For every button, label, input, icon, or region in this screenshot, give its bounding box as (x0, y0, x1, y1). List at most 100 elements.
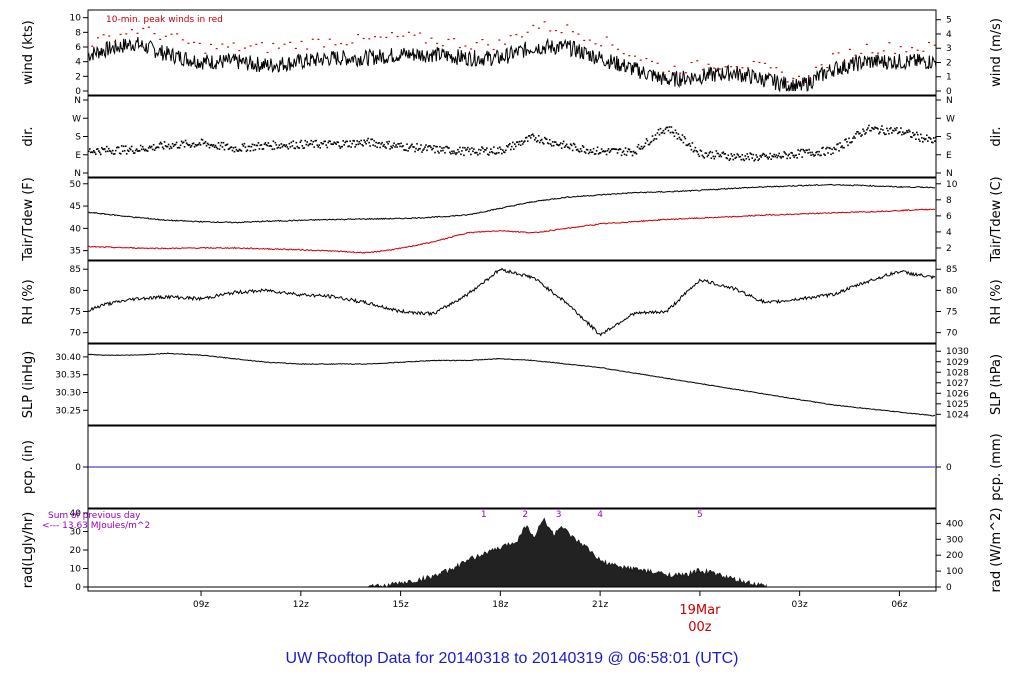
dir-point (161, 146, 164, 149)
dir-point (615, 148, 618, 151)
wind-peak-mark (583, 39, 586, 42)
dir-point (713, 157, 716, 160)
dir-point (791, 152, 793, 154)
dir-point (455, 153, 457, 156)
dir-point (605, 153, 608, 156)
dir-point (604, 150, 607, 153)
tick-label-right-dir: W (946, 114, 955, 124)
dir-point (204, 140, 207, 143)
dir-point (740, 158, 743, 161)
dir-point (616, 152, 619, 154)
dir-point (477, 153, 479, 156)
wind-peak-mark (260, 42, 263, 44)
dir-point (587, 152, 590, 155)
rad-area (367, 517, 767, 588)
dir-point (632, 150, 635, 153)
dir-point (894, 127, 896, 130)
wind-peak-mark (922, 50, 925, 52)
dir-point (823, 153, 825, 155)
dir-point (174, 143, 177, 146)
dir-point (540, 138, 543, 141)
dir-point (433, 145, 435, 147)
dir-point (531, 133, 534, 136)
dir-point (925, 138, 927, 140)
dir-point (672, 132, 675, 134)
dir-point (269, 144, 272, 147)
wind-peak-mark (775, 67, 778, 69)
dir-point (476, 151, 478, 154)
dir-point (341, 145, 344, 148)
dir-point (217, 142, 220, 144)
wind-peak-mark (667, 70, 670, 72)
tick-label-left-wind: 0 (75, 87, 81, 97)
dir-point (308, 143, 311, 146)
dir-point (89, 151, 92, 154)
dir-point (698, 155, 701, 158)
dir-point (825, 147, 827, 150)
dir-point (878, 132, 880, 135)
wind-peak-mark (747, 67, 750, 69)
dir-point (469, 148, 471, 150)
dir-point (749, 152, 752, 154)
dir-point (451, 150, 453, 153)
dir-point (496, 152, 498, 154)
tick-label-left-temp: 50 (70, 180, 82, 190)
wind-peak-mark (628, 55, 631, 57)
dir-point (618, 148, 621, 150)
wind-peak-mark (797, 75, 800, 77)
wind-peak-mark (96, 37, 99, 39)
wind-peak-mark (707, 63, 710, 65)
dir-point (884, 133, 886, 136)
dir-point (503, 151, 505, 153)
dir-point (237, 150, 240, 152)
wind-peak-mark (809, 78, 812, 80)
dir-point (441, 147, 443, 149)
dir-point (688, 142, 691, 145)
dir-point (680, 139, 683, 141)
dir-point (727, 154, 730, 157)
dir-point (913, 134, 915, 137)
tick-label-left-wind: 2 (75, 72, 81, 82)
dir-point (353, 140, 355, 142)
dir-point (519, 144, 522, 147)
dir-point (367, 137, 369, 140)
x-tick-label: 21z (592, 600, 608, 610)
dir-point (354, 146, 356, 148)
dir-point (88, 150, 90, 153)
dir-point (92, 150, 95, 152)
dir-point (210, 143, 213, 146)
wind-peak-mark (656, 62, 659, 64)
dir-point (676, 138, 679, 140)
wind-peak-mark (673, 65, 676, 67)
dir-point (543, 136, 546, 139)
wind-peak-mark (153, 33, 156, 35)
wind-peak-mark (769, 67, 772, 69)
dir-point (542, 143, 545, 145)
dir-point (351, 142, 353, 145)
dir-point (329, 140, 332, 143)
dir-point (512, 141, 514, 144)
dir-point (128, 147, 131, 150)
dir-point (762, 152, 765, 155)
tick-label-right-dir: N (946, 96, 953, 106)
dir-point (811, 151, 813, 154)
dir-point (177, 146, 180, 149)
wind-peak-mark (407, 31, 410, 33)
dir-point (272, 140, 275, 143)
wind-peak-mark (735, 66, 738, 68)
dir-point (392, 144, 394, 147)
dir-point (358, 140, 360, 143)
dir-point (132, 152, 135, 154)
dir-point (460, 153, 462, 156)
dir-point (813, 155, 815, 157)
dir-point (516, 141, 519, 143)
dir-point (585, 148, 588, 151)
dir-point (326, 146, 329, 149)
dir-point (584, 152, 587, 154)
dir-point (483, 150, 485, 153)
dir-point (551, 141, 554, 143)
dir-point (439, 145, 441, 148)
dir-point (523, 140, 526, 142)
dir-point (155, 146, 158, 149)
dir-point (241, 143, 244, 146)
